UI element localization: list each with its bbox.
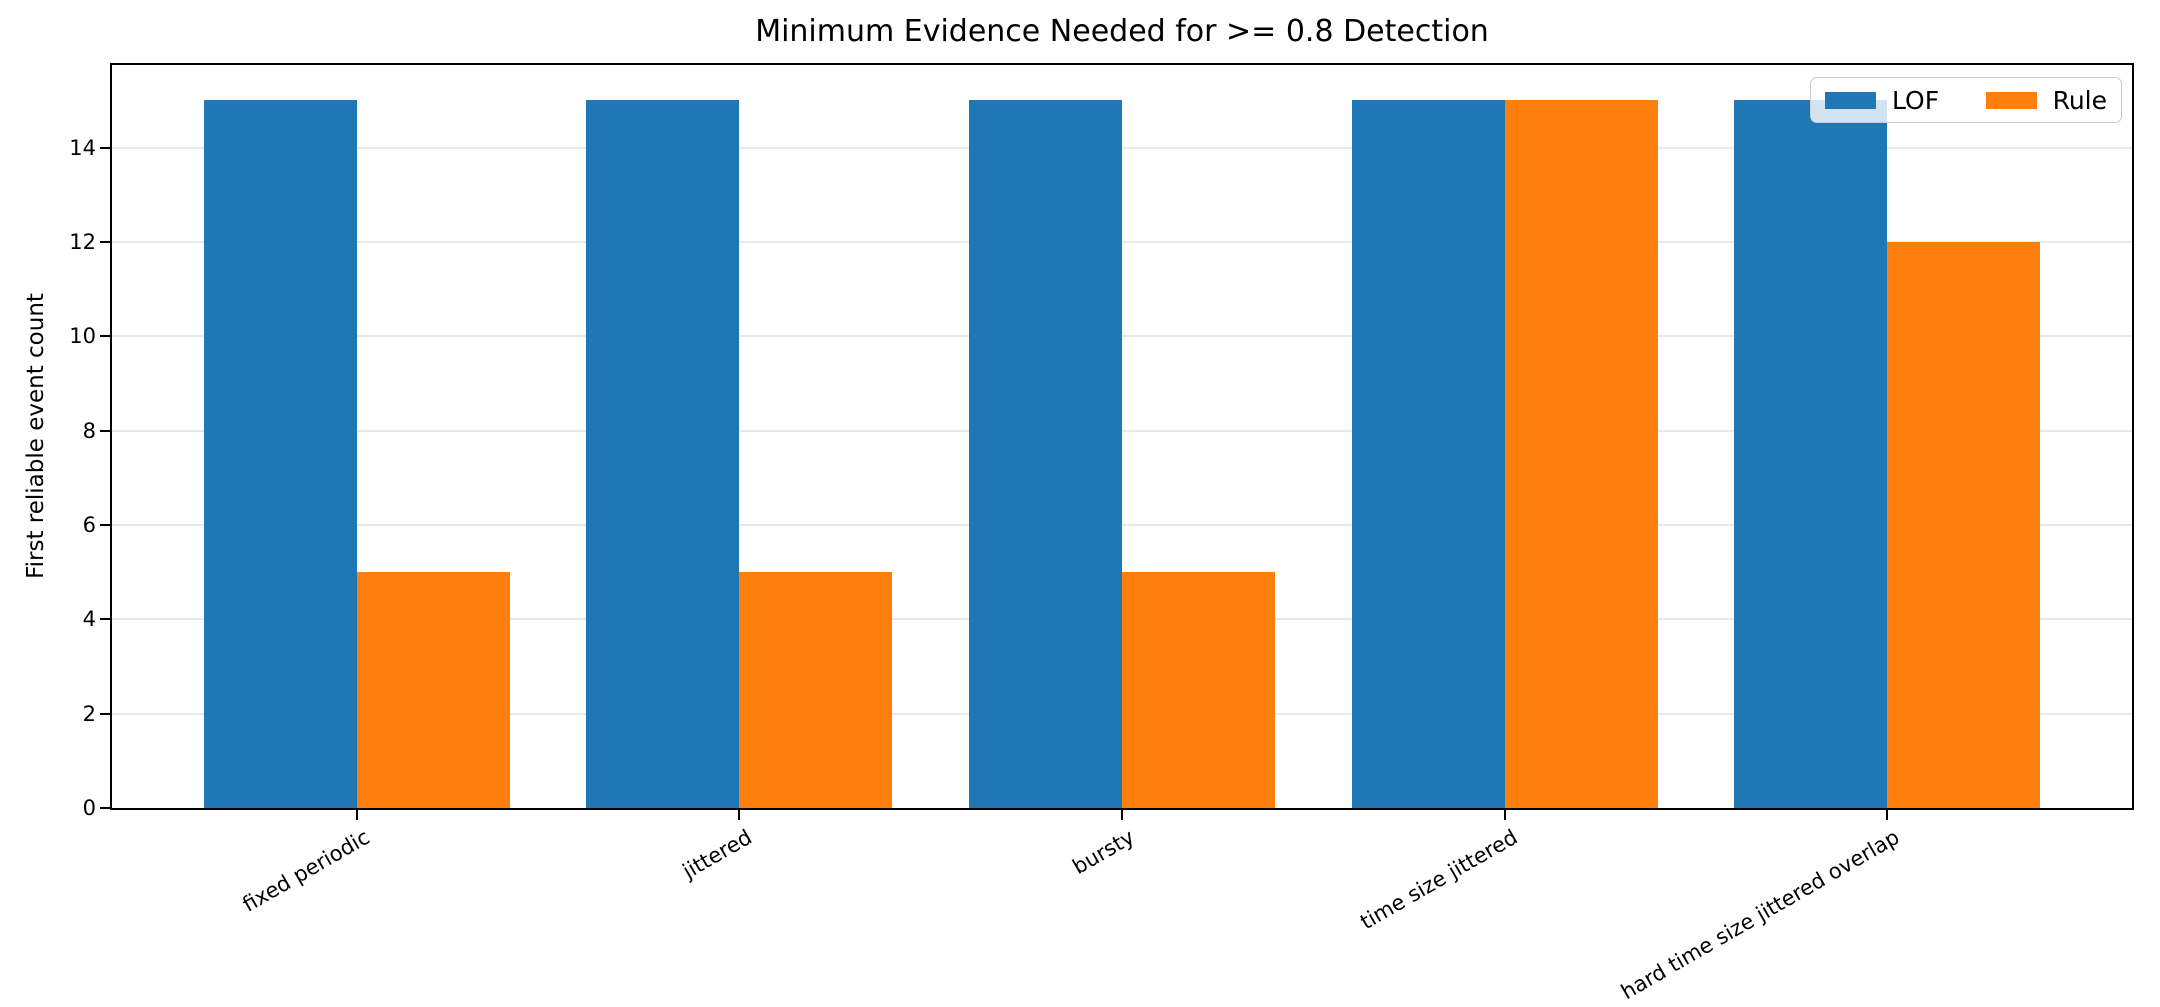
legend: LOF Rule: [1810, 77, 2122, 123]
x-tick-mark-bursty: [1121, 810, 1123, 820]
plot-area: [110, 63, 2134, 810]
gridline-y-12: [112, 240, 2132, 243]
gridline-y-10: [112, 335, 2132, 338]
bar-rule-fixed-periodic: [356, 572, 510, 808]
x-tick-label-time-size-jittered: time size jittered: [1355, 824, 1522, 935]
gridline-y-14: [112, 146, 2132, 149]
bar-lof-bursty: [968, 100, 1122, 808]
legend-label-lof: LOF: [1892, 85, 1940, 115]
y-tick-label-14: 14: [69, 135, 96, 160]
y-tick-mark-12: [100, 240, 110, 243]
y-tick-label-10: 10: [69, 324, 96, 349]
y-tick-label-8: 8: [82, 418, 96, 443]
gridline-y-8: [112, 429, 2132, 432]
bar-rule-bursty: [1122, 572, 1276, 808]
bar-lof-jittered: [586, 100, 740, 808]
rule-series-swatch: [1985, 91, 2037, 109]
legend-label-rule: Rule: [2052, 85, 2107, 115]
x-tick-mark-jittered: [738, 810, 741, 820]
y-tick-mark-6: [100, 523, 110, 526]
y-tick-mark-14: [100, 146, 110, 149]
y-tick-label-12: 12: [69, 229, 96, 254]
y-tick-mark-2: [100, 712, 110, 715]
x-tick-label-fixed-periodic: fixed periodic: [238, 824, 374, 917]
bar-lof-time-size-jittered: [1351, 100, 1505, 808]
bar-rule-hard-time-size-jittered-overlap: [1887, 241, 2041, 808]
legend-item-rule: Rule: [1985, 85, 2107, 115]
x-tick-mark-hard-time-size-jittered-overlap: [1886, 810, 1889, 820]
y-tick-label-6: 6: [82, 512, 96, 537]
x-tick-label-jittered: jittered: [678, 824, 756, 884]
legend-item-lof: LOF: [1825, 86, 1939, 115]
bar-lof-fixed-periodic: [203, 100, 357, 808]
y-tick-mark-0: [100, 807, 110, 809]
y-tick-mark-10: [100, 335, 110, 338]
x-tick-mark-time-size-jittered: [1503, 810, 1506, 820]
y-tick-label-2: 2: [82, 701, 96, 726]
bar-rule-jittered: [739, 572, 893, 808]
y-tick-mark-4: [100, 618, 110, 621]
x-tick-mark-fixed-periodic: [355, 810, 358, 820]
x-tick-label-bursty: bursty: [1068, 824, 1139, 880]
bar-rule-time-size-jittered: [1504, 100, 1658, 808]
y-tick-label-4: 4: [82, 607, 96, 632]
x-tick-label-hard-time-size-jittered-overlap: hard time size jittered overlap: [1617, 824, 1904, 1005]
gridline-y-6: [112, 523, 2132, 526]
bar-lof-hard-time-size-jittered-overlap: [1734, 100, 1888, 808]
chart-title: Minimum Evidence Needed for >= 0.8 Detec…: [755, 14, 1489, 49]
y-tick-mark-8: [100, 429, 110, 432]
y-tick-label-0: 0: [82, 796, 96, 820]
lof-series-swatch: [1825, 91, 1876, 109]
